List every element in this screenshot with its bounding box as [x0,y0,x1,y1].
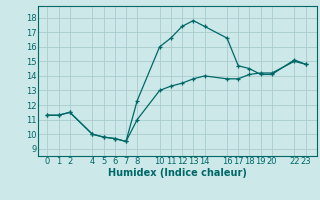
X-axis label: Humidex (Indice chaleur): Humidex (Indice chaleur) [108,168,247,178]
